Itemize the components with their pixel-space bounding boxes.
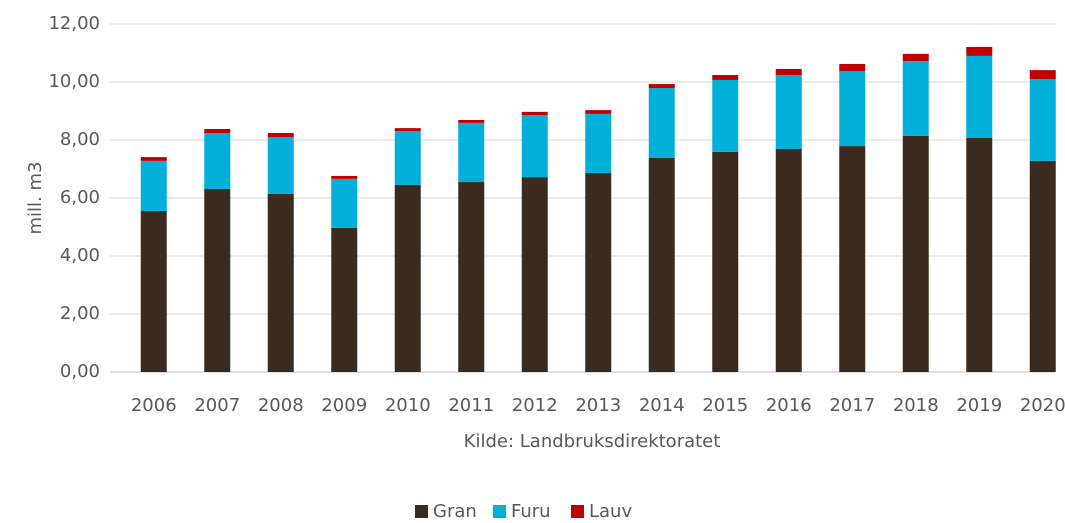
bar-segment: [267, 133, 294, 138]
bar-segment: [521, 111, 548, 116]
bar-segment: [521, 115, 548, 178]
y-tick-label: 2,00: [60, 303, 100, 324]
bar-segment: [648, 84, 675, 89]
bar-segment: [204, 189, 231, 372]
x-tick-label: 2016: [766, 395, 812, 416]
bar-segment: [839, 64, 866, 71]
bar-segment: [458, 182, 485, 372]
x-tick-label: 2018: [893, 395, 939, 416]
bar-segment: [204, 133, 231, 190]
bar-segment: [458, 122, 485, 183]
legend-label: Furu: [511, 501, 551, 522]
bar-segment: [775, 68, 802, 76]
x-tick-label: 2020: [1020, 395, 1065, 416]
bar-segment: [712, 151, 739, 372]
x-axis-label: Kilde: Landbruksdirektoratet: [464, 431, 721, 452]
x-tick-label: 2017: [829, 395, 875, 416]
x-tick-label: 2013: [575, 395, 621, 416]
bar-segment: [902, 135, 929, 372]
y-tick-label: 4,00: [60, 245, 100, 266]
bar-segment: [140, 211, 167, 372]
y-tick-label: 10,00: [48, 71, 100, 92]
bar-segment: [585, 173, 612, 372]
bar-segment: [140, 160, 167, 212]
x-tick-label: 2006: [131, 395, 177, 416]
bar-segment: [775, 148, 802, 372]
bar-segment: [966, 137, 993, 372]
bar-segment: [394, 131, 421, 185]
bar-segment: [458, 119, 485, 123]
y-tick-label: 12,00: [48, 13, 100, 34]
bar-segment: [267, 137, 294, 194]
legend-swatch: [493, 505, 506, 518]
bar-segment: [331, 227, 358, 372]
legend-swatch: [571, 505, 584, 518]
bar-segment: [775, 75, 802, 149]
y-tick-label: 6,00: [60, 187, 100, 208]
bar-segment: [204, 128, 231, 134]
bar-segment: [394, 184, 421, 372]
x-tick-label: 2012: [512, 395, 558, 416]
bar-segment: [331, 175, 358, 179]
bar-segment: [521, 177, 548, 372]
bar-segment: [839, 146, 866, 372]
bar-segment: [648, 157, 675, 372]
bar-segment: [966, 46, 993, 56]
bar-segment: [267, 193, 294, 372]
legend-label: Gran: [433, 501, 477, 522]
y-tick-label: 8,00: [60, 129, 100, 150]
legend-swatch: [415, 505, 428, 518]
x-tick-label: 2011: [448, 395, 494, 416]
x-tick-label: 2008: [258, 395, 304, 416]
bar-segment: [648, 88, 675, 158]
bar-segment: [394, 128, 421, 132]
bar-segment: [902, 53, 929, 62]
x-tick-label: 2007: [194, 395, 240, 416]
bar-segment: [1029, 79, 1056, 161]
x-tick-label: 2009: [321, 395, 367, 416]
bar-segment: [331, 178, 358, 228]
bar-segment: [140, 157, 167, 161]
x-tick-label: 2014: [639, 395, 685, 416]
bar-segment: [712, 79, 739, 152]
bar-segment: [1029, 160, 1056, 372]
y-tick-label: 0,00: [60, 361, 100, 382]
y-axis-label: mill. m3: [25, 162, 46, 235]
x-tick-label: 2019: [956, 395, 1002, 416]
bar-segment: [585, 113, 612, 174]
bar-segment: [1029, 70, 1056, 80]
x-tick-label: 2015: [702, 395, 748, 416]
bar-segment: [712, 75, 739, 80]
bar-segment: [966, 55, 993, 138]
x-tick-label: 2010: [385, 395, 431, 416]
bar-segment: [839, 70, 866, 147]
bar-segment: [902, 61, 929, 136]
legend-label: Lauv: [589, 501, 632, 522]
bar-segment: [585, 110, 612, 114]
